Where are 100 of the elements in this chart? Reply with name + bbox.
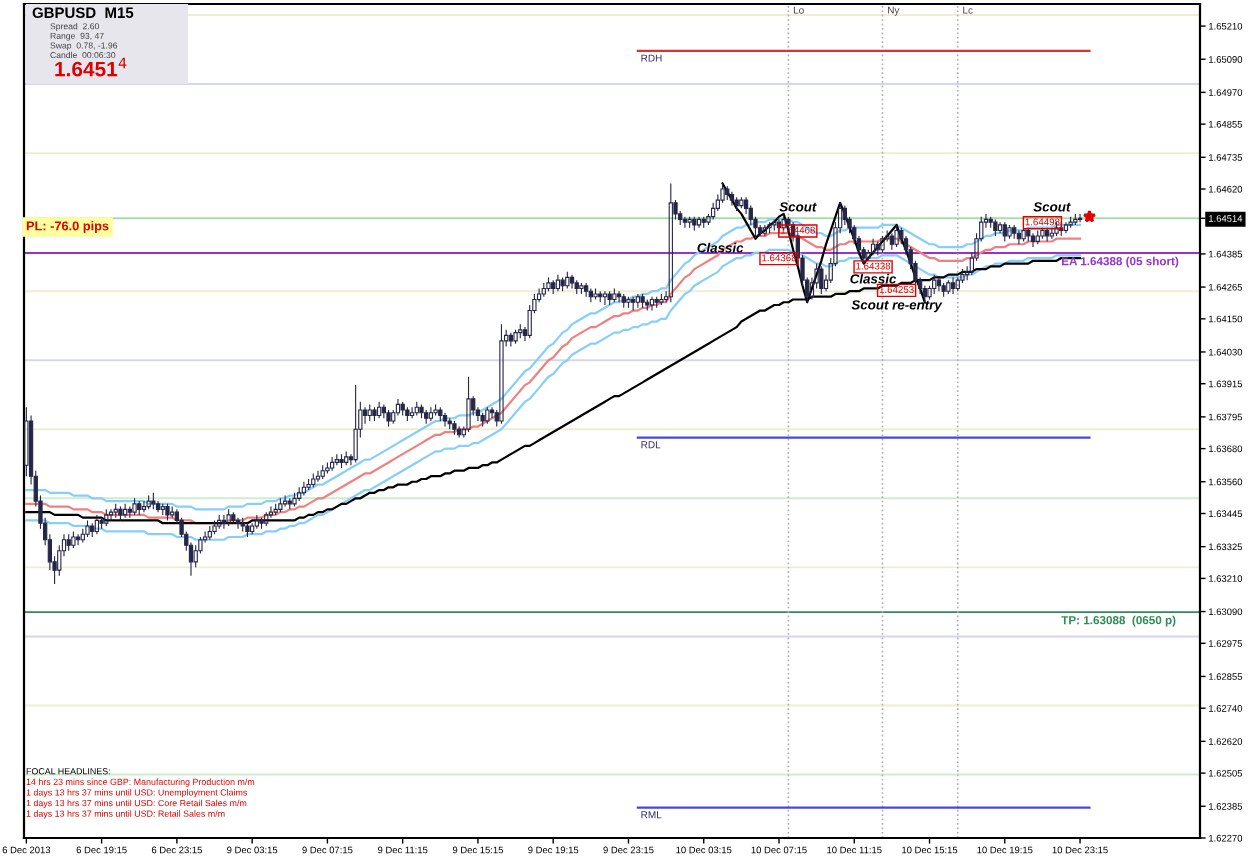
candlestick: [513, 329, 518, 345]
candlestick: [762, 224, 768, 237]
candlestick: [602, 290, 608, 306]
candlestick: [217, 514, 222, 530]
candlestick: [344, 450, 349, 466]
candlestick: [870, 238, 876, 256]
candlestick: [99, 517, 104, 530]
candlestick: [480, 412, 485, 428]
candlestick: [442, 412, 448, 428]
candlestick: [306, 478, 311, 491]
candlestick: [1012, 224, 1017, 240]
candlestick: [424, 409, 429, 425]
candlestick: [90, 522, 95, 538]
point: [1082, 209, 1097, 223]
candlestick: [710, 202, 716, 220]
candlestick: [541, 282, 546, 298]
candlestick: [659, 293, 664, 306]
candlestick: [240, 517, 245, 533]
candlestick: [701, 216, 706, 229]
candlestick: [485, 406, 490, 425]
candlestick: [151, 492, 156, 510]
candlestick: [772, 218, 777, 232]
candlestick: [588, 287, 593, 303]
candlestick: [725, 185, 730, 201]
candlestick: [146, 495, 151, 510]
candlestick: [1021, 227, 1026, 243]
candlestick: [400, 401, 405, 417]
candlestick: [499, 323, 504, 425]
candlestick: [297, 486, 302, 502]
candlestick: [155, 500, 161, 513]
candlestick: [249, 522, 255, 535]
candlestick: [1026, 227, 1031, 243]
candlestick: [960, 268, 965, 284]
candlestick: [758, 224, 763, 237]
candlestick: [720, 182, 725, 204]
candlestick: [428, 406, 434, 422]
candlestick: [889, 232, 895, 251]
candlestick: [386, 409, 391, 428]
candlestick: [546, 276, 551, 292]
candlestick: [221, 514, 227, 530]
candlestick: [165, 503, 170, 521]
candlestick: [311, 472, 316, 488]
candlestick: [376, 401, 382, 419]
candlestick: [555, 274, 561, 292]
candlestick: [941, 282, 946, 298]
candlestick: [565, 271, 570, 289]
candlestick: [489, 406, 495, 419]
candlestick: [696, 216, 702, 229]
candlestick: [997, 221, 1003, 234]
candlestick: [626, 296, 631, 309]
candlestick: [419, 403, 424, 419]
candlestick: [456, 425, 462, 439]
candlestick: [245, 522, 250, 538]
candlestick: [170, 506, 175, 519]
candlestick: [1035, 229, 1040, 245]
candlestick: [24, 406, 29, 477]
candlestick: [508, 332, 514, 347]
candlestick: [160, 503, 165, 516]
candlestick: [75, 533, 81, 546]
candlestick: [85, 519, 90, 538]
candlestick: [1030, 232, 1036, 248]
candlestick: [1007, 224, 1012, 240]
candlestick: [607, 290, 612, 306]
candlestick: [1049, 227, 1054, 240]
candlestick: [574, 279, 579, 295]
candlestick: [367, 403, 372, 422]
candlestick: [631, 296, 636, 312]
candlestick: [466, 376, 471, 433]
candlestick: [955, 276, 960, 292]
candlestick: [682, 216, 688, 229]
candlestick: [108, 508, 114, 521]
candlestick: [687, 216, 692, 229]
candlestick: [593, 287, 598, 301]
candlestick: [231, 511, 236, 524]
candlestick: [1068, 216, 1073, 229]
candlestick: [320, 464, 325, 480]
candlestick: [226, 508, 231, 527]
candlestick: [922, 285, 927, 303]
candlestick: [452, 420, 457, 436]
candlestick: [1044, 227, 1050, 243]
candlestick: [654, 296, 659, 309]
candlestick: [612, 287, 617, 303]
annotation: 1.6451$^{4}$: [55, 57, 127, 77]
candlestick: [132, 497, 137, 516]
candlestick: [325, 461, 330, 475]
candlestick: [1040, 227, 1045, 240]
candlestick: [734, 196, 739, 212]
candlestick: [569, 274, 575, 289]
candlestick: [405, 406, 410, 422]
candlestick: [932, 274, 937, 295]
candlestick: [880, 235, 885, 254]
candlestick: [329, 456, 335, 472]
candlestick: [315, 470, 321, 483]
candlestick: [518, 323, 523, 339]
candlestick: [1002, 221, 1007, 243]
candlestick: [395, 398, 401, 417]
candlestick: [80, 528, 85, 544]
candlestick: [113, 503, 118, 519]
candlestick: [301, 481, 307, 497]
candlestick: [842, 205, 848, 226]
